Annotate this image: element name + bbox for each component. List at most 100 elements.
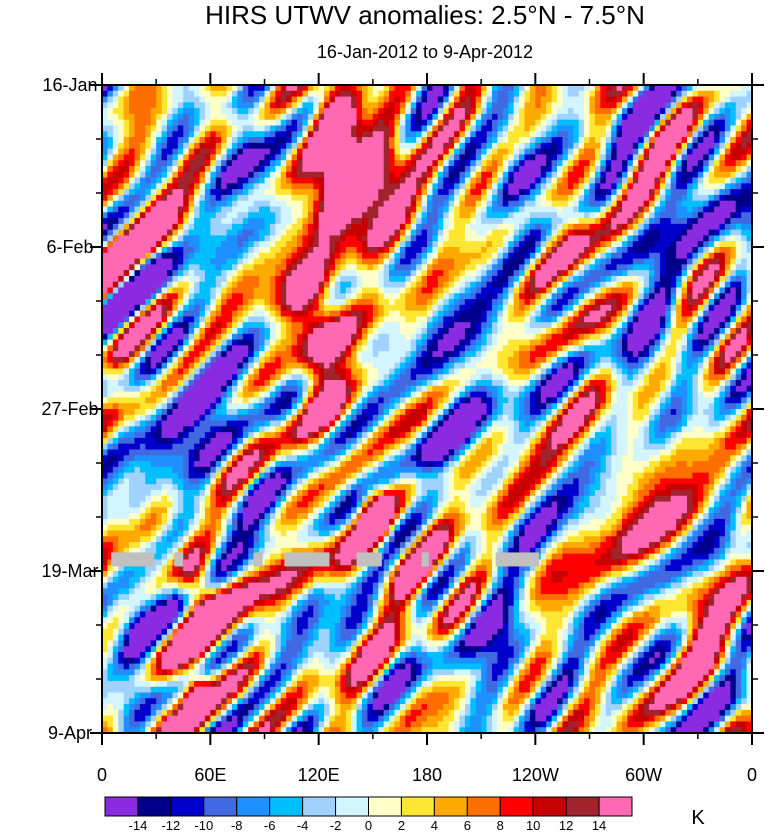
heatmap-cell xyxy=(654,96,661,103)
heatmap-cell xyxy=(129,125,136,132)
heatmap-cell xyxy=(297,90,304,98)
heatmap-cell xyxy=(362,177,369,184)
heatmap-cell xyxy=(318,241,325,248)
heatmap-cell xyxy=(735,247,742,254)
heatmap-cell xyxy=(741,160,748,167)
heatmap-cell xyxy=(139,287,146,294)
heatmap-cell xyxy=(486,281,493,289)
heatmap-cell xyxy=(654,166,661,173)
heatmap-cell xyxy=(432,148,439,156)
heatmap-cell xyxy=(259,247,266,254)
heatmap-cell xyxy=(324,304,331,312)
heatmap-cell xyxy=(492,113,499,121)
heatmap-cell xyxy=(665,258,672,265)
heatmap-cell xyxy=(730,247,737,254)
heatmap-cell xyxy=(649,90,656,98)
heatmap-cell xyxy=(226,293,233,300)
heatmap-cell xyxy=(746,247,752,254)
heatmap-cell xyxy=(307,119,314,127)
heatmap-cell xyxy=(264,177,271,184)
heatmap-cell xyxy=(102,90,109,98)
heatmap-cell xyxy=(676,154,683,161)
heatmap-cell xyxy=(611,85,618,92)
heatmap-cell xyxy=(681,177,688,184)
heatmap-cell xyxy=(269,183,276,190)
heatmap-cell xyxy=(199,229,206,237)
heatmap-cell xyxy=(150,264,157,271)
heatmap-cell xyxy=(172,200,179,208)
heatmap-cell xyxy=(356,206,363,213)
heatmap-cell xyxy=(432,206,439,213)
heatmap-cell xyxy=(735,287,742,294)
heatmap-cell xyxy=(221,304,228,312)
heatmap-cell xyxy=(502,96,509,103)
heatmap-cell xyxy=(156,194,163,202)
heatmap-cell xyxy=(307,142,314,150)
heatmap-cell xyxy=(622,235,629,242)
heatmap-cell xyxy=(399,142,406,150)
heatmap-cell xyxy=(519,206,526,213)
heatmap-cell xyxy=(681,316,688,323)
heatmap-cell xyxy=(139,119,146,127)
heatmap-cell xyxy=(248,293,255,300)
heatmap-cell xyxy=(313,310,320,318)
heatmap-cell xyxy=(616,137,623,144)
heatmap-cell xyxy=(741,194,748,202)
heatmap-cell xyxy=(719,113,726,121)
heatmap-cell xyxy=(470,229,477,237)
heatmap-cell xyxy=(600,218,607,225)
heatmap-cell xyxy=(464,206,471,213)
heatmap-cell xyxy=(253,160,260,167)
heatmap-cell xyxy=(107,310,114,318)
heatmap-cell xyxy=(167,108,174,115)
heatmap-cell xyxy=(389,125,396,132)
heatmap-cell xyxy=(334,137,341,144)
heatmap-cell xyxy=(210,166,217,173)
heatmap-cell xyxy=(383,293,390,300)
heatmap-cell xyxy=(150,310,157,318)
heatmap-cell xyxy=(215,299,222,306)
heatmap-cell xyxy=(486,293,493,300)
heatmap-cell xyxy=(405,299,412,306)
heatmap-cell xyxy=(367,299,374,306)
heatmap-cell xyxy=(508,142,515,150)
heatmap-cell xyxy=(535,275,542,283)
heatmap-cell xyxy=(302,171,309,179)
heatmap-cell xyxy=(372,154,379,161)
heatmap-cell xyxy=(540,148,547,156)
heatmap-cell xyxy=(443,189,450,196)
heatmap-cell xyxy=(102,223,109,231)
heatmap-cell xyxy=(427,85,434,92)
heatmap-cell xyxy=(622,304,629,312)
heatmap-cell xyxy=(741,293,748,300)
heatmap-cell xyxy=(134,137,141,144)
heatmap-cell xyxy=(486,241,493,248)
heatmap-cell xyxy=(659,166,666,173)
heatmap-cell xyxy=(703,131,710,138)
heatmap-cell xyxy=(242,90,249,98)
heatmap-cell xyxy=(670,102,677,109)
heatmap-cell xyxy=(302,229,309,237)
heatmap-cell xyxy=(340,96,347,103)
heatmap-cell xyxy=(280,287,287,294)
heatmap-cell xyxy=(259,212,266,219)
heatmap-cell xyxy=(248,137,255,144)
heatmap-cell xyxy=(156,322,163,329)
heatmap-cell xyxy=(156,223,163,231)
heatmap-cell xyxy=(492,166,499,173)
heatmap-cell xyxy=(687,299,694,306)
heatmap-cell xyxy=(611,218,618,225)
heatmap-cell xyxy=(248,154,255,161)
heatmap-cell xyxy=(313,154,320,161)
heatmap-cell xyxy=(741,299,748,306)
heatmap-cell xyxy=(237,113,244,121)
heatmap-cell xyxy=(492,252,499,260)
heatmap-cell xyxy=(649,287,656,294)
heatmap-cell xyxy=(378,119,385,127)
heatmap-cell xyxy=(643,229,650,237)
heatmap-cell xyxy=(291,131,298,138)
heatmap-cell xyxy=(204,90,211,98)
heatmap-cell xyxy=(513,299,520,306)
heatmap-cell xyxy=(562,90,569,98)
heatmap-cell xyxy=(177,183,184,190)
